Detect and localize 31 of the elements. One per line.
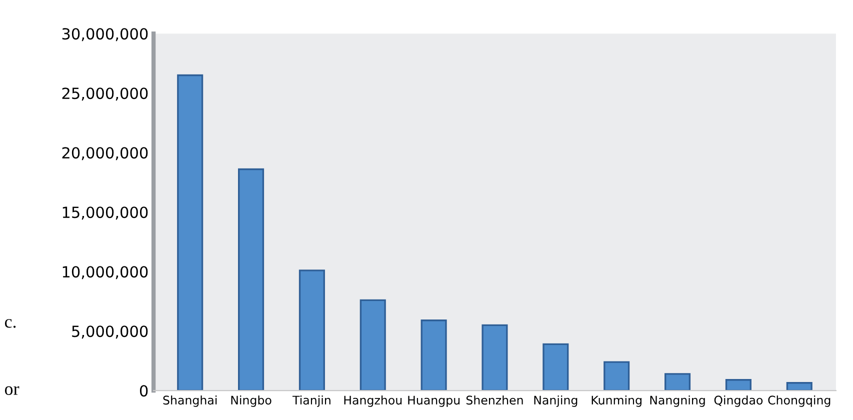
bar [482, 324, 508, 391]
bar [298, 270, 325, 391]
bar [725, 379, 752, 391]
y-tick-label: 10,000,000 [62, 266, 148, 280]
bar [420, 320, 447, 391]
x-tick-label: Shenzhen [466, 395, 523, 405]
bar [238, 168, 264, 391]
x-tick-label: Qingdao [714, 395, 763, 407]
x-tick-label: Nanjing [534, 395, 578, 407]
bar [542, 343, 569, 391]
y-tick-label: 20,000,000 [62, 147, 148, 160]
y-tick-label: 5,000,000 [72, 326, 148, 339]
y-tick-label: 30,000,000 [62, 28, 148, 42]
x-tick-label: Hangzhou [344, 395, 402, 407]
bar [664, 373, 691, 391]
y-tick-label: 15,000,000 [62, 206, 148, 220]
x-tick-label: Nangning [650, 395, 705, 407]
x-tick-label: Chongqing [768, 395, 830, 407]
x-tick-label: Shanghai [163, 395, 217, 407]
bar [177, 74, 204, 391]
y-tick-label: 0 [140, 385, 148, 397]
x-tick-label: Tianjin [292, 395, 330, 407]
x-tick-label: Kunming [592, 395, 642, 407]
x-tick-label: Huangpu [408, 396, 460, 407]
bar [360, 299, 386, 391]
text: or [4, 386, 20, 395]
text: c. [4, 319, 16, 328]
y-tick-label: 25,000,000 [62, 88, 148, 101]
bar [786, 382, 812, 391]
x-tick-label: Ningbo [231, 395, 272, 407]
bar [604, 361, 630, 391]
